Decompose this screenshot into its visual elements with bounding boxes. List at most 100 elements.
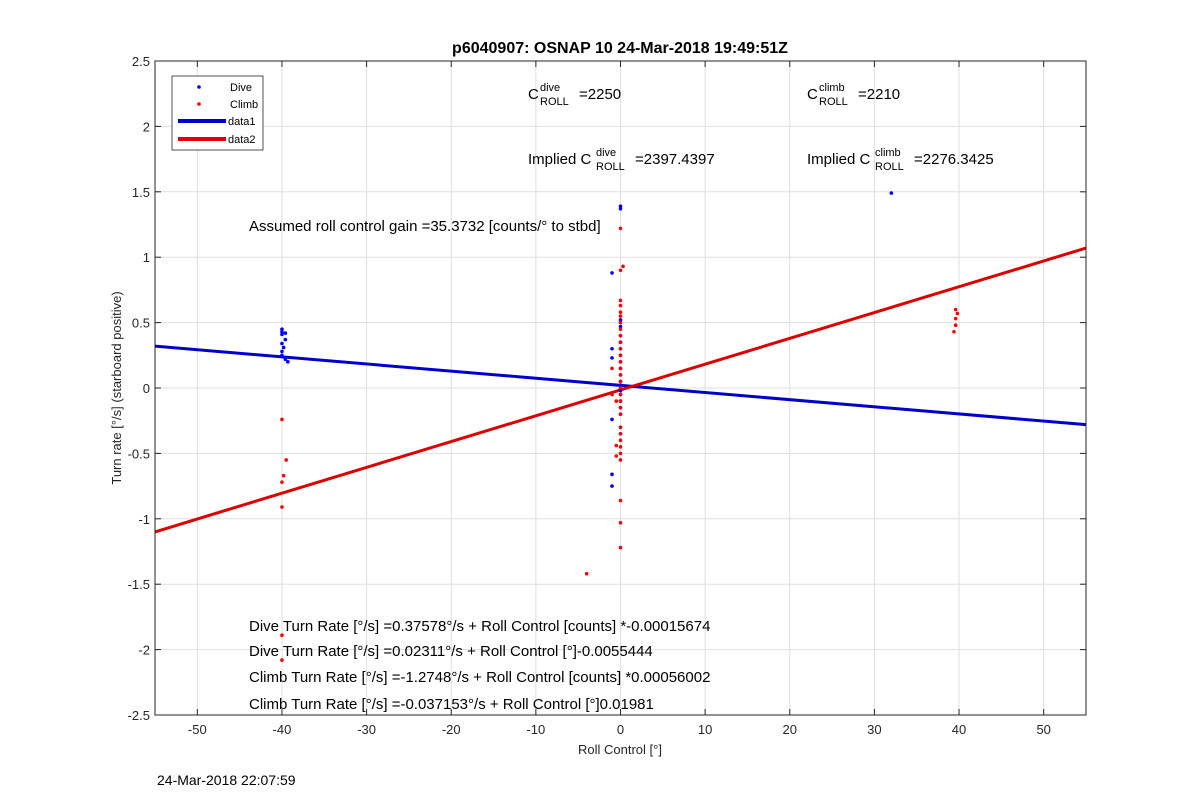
point-climb <box>618 366 623 371</box>
y-tick-label: 0.5 <box>132 316 150 331</box>
legend-data2-label: data2 <box>228 134 256 146</box>
point-climb <box>618 268 623 273</box>
annotation-implied-climb: Implied C climb ROLL =2276.3425 <box>807 147 994 173</box>
x-tick-label: 10 <box>698 722 712 737</box>
svg-text:ROLL: ROLL <box>819 96 848 108</box>
point-climb <box>618 399 623 403</box>
point-climb <box>618 373 623 377</box>
x-tick-label: -10 <box>526 722 545 737</box>
annotation-c-climb: C climb ROLL =2210 <box>807 82 900 108</box>
svg-text:climb: climb <box>819 82 845 94</box>
point-climb <box>614 454 619 458</box>
point-climb <box>280 480 284 484</box>
point-dive <box>618 388 623 393</box>
y-tick-label: -1 <box>138 512 150 527</box>
point-climb <box>614 443 619 448</box>
legend-dive-label: Dive <box>230 82 252 94</box>
svg-text:ROLL: ROLL <box>540 96 569 108</box>
point-climb <box>584 571 589 576</box>
point-dive <box>610 484 614 488</box>
point-climb <box>618 392 623 397</box>
svg-text:climb: climb <box>875 147 901 159</box>
svg-text:C: C <box>528 86 539 103</box>
point-dive <box>610 356 614 360</box>
annotation-eq4: Climb Turn Rate [°/s] =-0.037153°/s + Ro… <box>249 696 654 713</box>
point-climb <box>618 379 623 384</box>
point-climb <box>610 392 614 397</box>
svg-text:Implied C: Implied C <box>528 151 592 168</box>
point-climb <box>618 298 623 303</box>
point-climb <box>618 445 623 449</box>
legend: Dive Climb data1 data2 <box>171 75 264 151</box>
timestamp: 24-Mar-2018 22:07:59 <box>157 772 296 788</box>
point-climb <box>284 458 288 462</box>
point-dive <box>280 332 284 337</box>
point-climb <box>618 226 623 231</box>
point-dive <box>280 353 284 358</box>
point-dive <box>618 324 623 329</box>
point-dive <box>610 417 614 422</box>
point-climb <box>281 473 286 478</box>
point-dive <box>280 329 284 334</box>
svg-text:dive: dive <box>540 82 560 94</box>
point-dive <box>283 337 288 342</box>
svg-text:ROLL: ROLL <box>596 161 625 173</box>
annotation-eq3: Climb Turn Rate [°/s] =-1.2748°/s + Roll… <box>249 669 710 686</box>
point-climb <box>618 360 623 364</box>
point-dive <box>889 191 894 195</box>
point-climb <box>618 346 623 351</box>
legend-data1-label: data1 <box>228 116 256 128</box>
point-climb <box>280 417 284 422</box>
point-dive <box>283 331 288 335</box>
point-climb <box>280 658 284 662</box>
point-climb <box>618 327 623 331</box>
annotation-implied-dive: Implied C dive ROLL =2397.4397 <box>528 147 715 173</box>
point-dive <box>283 357 288 362</box>
point-climb <box>618 340 623 345</box>
point-climb <box>618 333 623 338</box>
point-climb <box>618 451 623 456</box>
axes-box <box>154 60 1087 716</box>
x-tick-label: 20 <box>783 722 797 737</box>
x-tick-label: 30 <box>867 722 881 737</box>
y-tick-label: 1.5 <box>132 185 150 200</box>
y-tick-label: -2.5 <box>128 708 150 723</box>
point-climb <box>618 320 623 325</box>
x-tick-label: -20 <box>442 722 461 737</box>
point-climb <box>952 329 956 334</box>
point-climb <box>618 412 623 416</box>
legend-dive-marker <box>197 85 201 89</box>
x-tick-label: 0 <box>617 722 624 737</box>
svg-text:=2250: =2250 <box>579 86 621 103</box>
svg-text:dive: dive <box>596 147 616 159</box>
point-dive <box>286 360 290 364</box>
y-axis-label: Turn rate [°/s] (starboard positive) <box>109 291 124 484</box>
point-dive <box>280 341 284 346</box>
x-tick-label: -50 <box>188 722 207 737</box>
annotation-eq1: Dive Turn Rate [°/s] =0.37578°/s + Roll … <box>249 618 710 635</box>
point-climb <box>621 264 625 269</box>
point-climb <box>618 425 623 430</box>
point-climb <box>618 545 623 550</box>
x-tick-label: -40 <box>273 722 292 737</box>
point-climb <box>955 311 960 316</box>
y-tick-label: 2 <box>143 119 150 134</box>
svg-text:Implied C: Implied C <box>807 151 871 168</box>
point-dive <box>618 383 623 388</box>
point-climb <box>614 399 619 403</box>
point-dive <box>281 345 286 350</box>
svg-text:=2397.4397: =2397.4397 <box>635 151 715 168</box>
point-climb <box>953 307 958 312</box>
x-tick-label: 50 <box>1036 722 1050 737</box>
annotation-c-dive: C dive ROLL =2250 <box>528 82 621 108</box>
point-climb <box>280 633 284 638</box>
annotation-gain: Assumed roll control gain =35.3732 [coun… <box>249 218 601 235</box>
svg-text:=2210: =2210 <box>858 86 900 103</box>
y-tick-label: 0 <box>143 381 150 396</box>
point-climb <box>618 303 623 308</box>
svg-text:=2276.3425: =2276.3425 <box>914 151 994 168</box>
point-dive <box>610 472 614 477</box>
x-tick-label: 40 <box>952 722 966 737</box>
point-dive <box>618 318 623 322</box>
